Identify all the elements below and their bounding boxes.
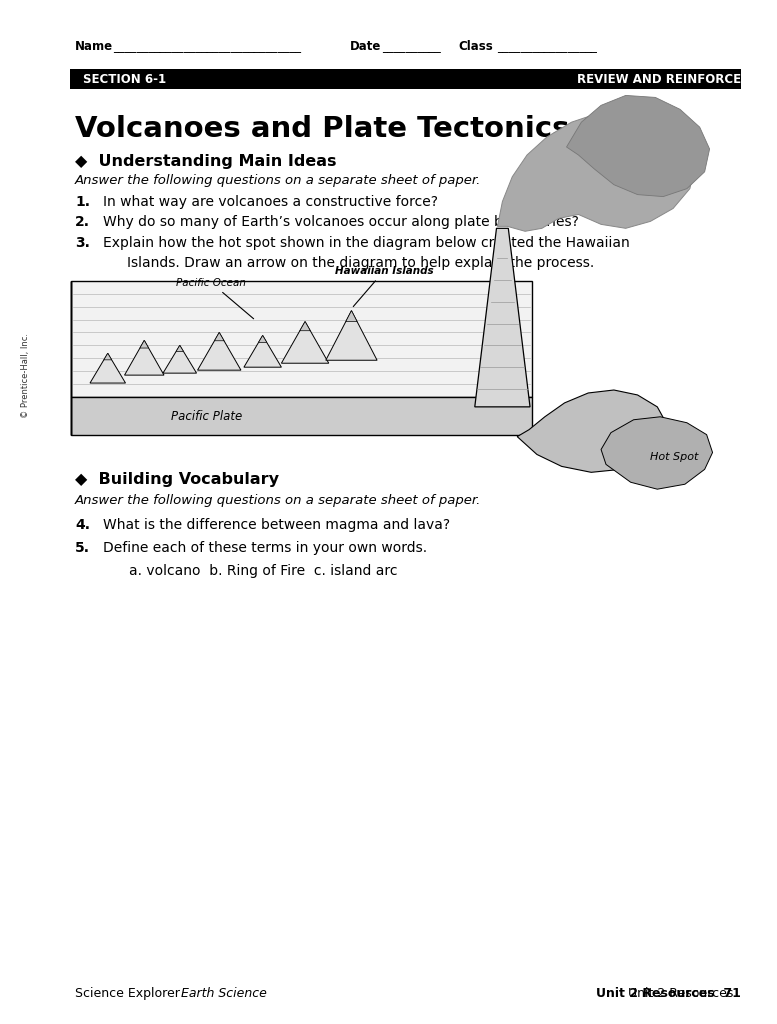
Polygon shape <box>497 110 695 231</box>
Polygon shape <box>176 345 183 351</box>
Text: Answer the following questions on a separate sheet of paper.: Answer the following questions on a sepa… <box>75 174 482 186</box>
Text: ◆  Building Vocabulary: ◆ Building Vocabulary <box>75 472 279 487</box>
Text: Unit 2 Resources  71: Unit 2 Resources 71 <box>596 987 741 1000</box>
Text: __________: __________ <box>382 40 441 53</box>
Polygon shape <box>214 333 224 341</box>
Polygon shape <box>71 281 532 397</box>
Polygon shape <box>601 417 713 489</box>
Text: Answer the following questions on a separate sheet of paper.: Answer the following questions on a sepa… <box>75 495 482 507</box>
Text: Explain how the hot spot shown in the diagram below created the Hawaiian: Explain how the hot spot shown in the di… <box>103 237 629 250</box>
Text: Why do so many of Earth’s volcanoes occur along plate boundaries?: Why do so many of Earth’s volcanoes occu… <box>103 215 579 229</box>
Text: 3.: 3. <box>75 237 90 250</box>
Text: Name: Name <box>75 40 113 53</box>
Text: Date: Date <box>350 40 381 53</box>
Polygon shape <box>90 353 126 383</box>
Text: 5.: 5. <box>75 541 90 555</box>
Text: Islands. Draw an arrow on the diagram to help explain the process.: Islands. Draw an arrow on the diagram to… <box>127 256 594 269</box>
Text: SECTION 6-1: SECTION 6-1 <box>83 73 166 86</box>
Text: _________________: _________________ <box>497 40 598 53</box>
Text: 2.: 2. <box>75 215 90 229</box>
Text: Volcanoes and Plate Tectonics: Volcanoes and Plate Tectonics <box>75 116 570 143</box>
Text: Class: Class <box>458 40 493 53</box>
Text: REVIEW AND REINFORCE: REVIEW AND REINFORCE <box>577 73 741 86</box>
Text: 1.: 1. <box>75 195 90 209</box>
Text: In what way are volcanoes a constructive force?: In what way are volcanoes a constructive… <box>103 195 437 209</box>
Polygon shape <box>244 336 281 368</box>
Polygon shape <box>259 336 267 342</box>
FancyBboxPatch shape <box>70 69 741 89</box>
Text: Hawaiian Islands: Hawaiian Islands <box>335 266 434 306</box>
Polygon shape <box>197 333 241 370</box>
Polygon shape <box>300 322 310 331</box>
Text: Unit 2 Resources: Unit 2 Resources <box>628 987 741 1000</box>
Text: Define each of these terms in your own words.: Define each of these terms in your own w… <box>103 541 427 555</box>
Polygon shape <box>104 353 112 359</box>
Text: Earth Science: Earth Science <box>181 987 267 1000</box>
Polygon shape <box>124 340 164 375</box>
Text: Pacific Ocean: Pacific Ocean <box>176 278 253 318</box>
Text: ◆  Understanding Main Ideas: ◆ Understanding Main Ideas <box>75 154 336 169</box>
Polygon shape <box>566 95 709 197</box>
Polygon shape <box>517 390 667 472</box>
Text: © Prentice-Hall, Inc.: © Prentice-Hall, Inc. <box>22 333 30 418</box>
Text: a. volcano  b. Ring of Fire  c. island arc: a. volcano b. Ring of Fire c. island arc <box>130 563 398 578</box>
Text: ________________________________: ________________________________ <box>113 40 301 53</box>
Polygon shape <box>163 345 197 373</box>
Text: Science Explorer: Science Explorer <box>75 987 184 1000</box>
Text: What is the difference between magma and lava?: What is the difference between magma and… <box>103 518 450 531</box>
Polygon shape <box>346 310 357 322</box>
Text: Pacific Plate: Pacific Plate <box>171 411 242 423</box>
Polygon shape <box>281 322 329 364</box>
Polygon shape <box>71 397 532 434</box>
Polygon shape <box>475 228 530 407</box>
Polygon shape <box>140 340 148 348</box>
Polygon shape <box>326 310 377 360</box>
Text: 4.: 4. <box>75 518 90 531</box>
Text: Hot Spot: Hot Spot <box>650 453 699 463</box>
